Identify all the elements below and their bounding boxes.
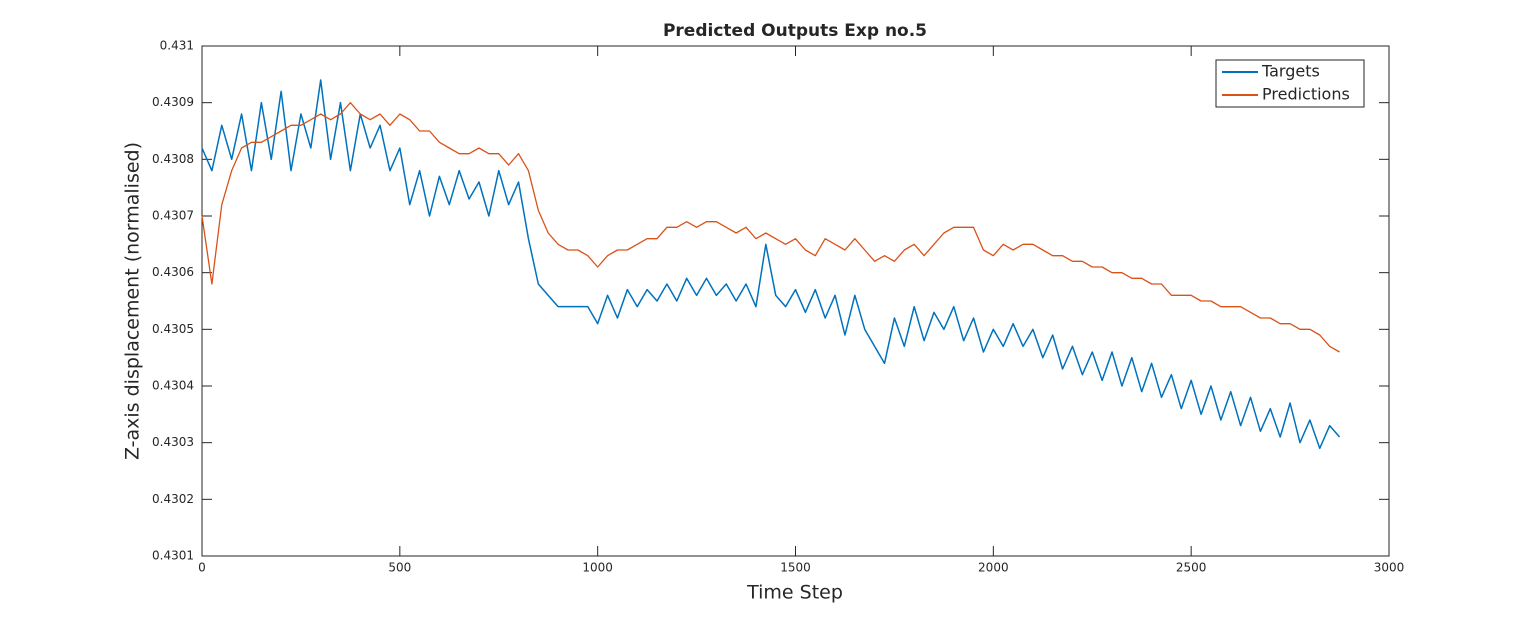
x-tick-label: 0 [198,561,206,575]
legend-label: Predictions [1262,85,1350,104]
chart-title: Predicted Outputs Exp no.5 [663,21,927,41]
y-tick-label: 0.4307 [152,209,194,223]
y-tick-label: 0.4301 [152,549,194,563]
y-tick-label: 0.431 [160,39,194,53]
y-axis-label: Z-axis displacement (normalised) [122,142,144,460]
legend-box [1215,59,1365,108]
x-tick-label: 2000 [978,561,1009,575]
y-tick-label: 0.4306 [152,265,194,279]
y-tick-label: 0.4304 [152,379,194,393]
y-tick-label: 0.4305 [152,322,194,336]
series-line [201,79,1341,450]
x-tick-label: 3000 [1374,561,1405,575]
legend-label: Targets [1261,62,1320,81]
x-tick-label: 500 [388,561,411,575]
x-tick-label: 1000 [582,561,613,575]
x-tick-label: 2500 [1176,561,1207,575]
x-axis-label: Time Step [746,582,843,604]
series-line [201,102,1340,353]
x-tick-label: 1500 [780,561,811,575]
y-tick-label: 0.4302 [152,492,194,506]
y-tick-label: 0.4303 [152,435,194,449]
y-tick-label: 0.4308 [152,152,194,166]
y-tick-label: 0.4309 [152,95,194,109]
